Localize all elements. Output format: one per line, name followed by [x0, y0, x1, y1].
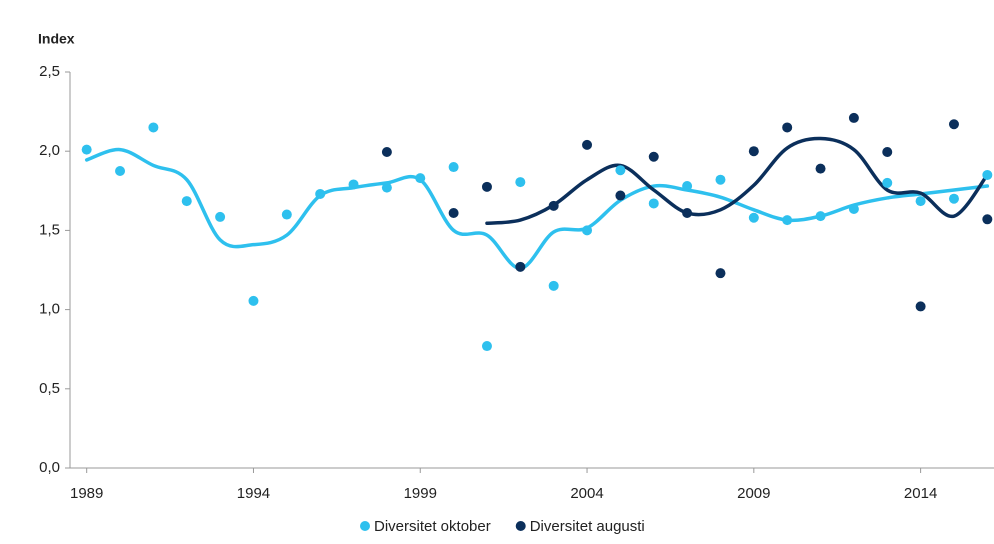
legend-marker	[515, 521, 526, 531]
data-point	[815, 163, 826, 174]
data-point	[515, 177, 526, 188]
data-point	[982, 214, 993, 225]
y-axis-title: Index	[38, 31, 75, 47]
data-point	[715, 268, 726, 279]
data-point	[481, 341, 492, 352]
data-point	[415, 173, 426, 184]
data-point	[248, 295, 259, 306]
data-point	[715, 174, 726, 185]
x-tick-label: 1994	[237, 485, 270, 502]
data-point	[948, 193, 959, 204]
legend-label: Diversitet oktober	[374, 518, 491, 535]
x-tick-label: 2009	[737, 485, 770, 502]
y-tick-label: 0,5	[39, 380, 60, 397]
legend-marker	[360, 521, 370, 531]
x-tick-label: 2004	[570, 485, 603, 502]
data-point	[782, 122, 793, 133]
data-point	[448, 162, 459, 173]
data-point	[548, 200, 559, 211]
y-tick-label: 2,0	[39, 142, 60, 159]
y-tick-label: 1,5	[39, 221, 60, 238]
data-point	[81, 144, 92, 155]
data-point	[848, 204, 859, 215]
data-point	[648, 198, 659, 209]
data-point	[582, 225, 593, 236]
data-point	[381, 146, 392, 157]
data-point	[181, 196, 192, 207]
data-point	[915, 196, 926, 207]
trend-line	[84, 147, 990, 271]
data-point	[148, 122, 159, 133]
data-point	[115, 166, 126, 176]
y-tick-label: 0,0	[39, 459, 60, 476]
data-point	[548, 280, 559, 291]
data-point	[982, 169, 993, 180]
data-point	[848, 112, 859, 123]
data-point	[682, 181, 693, 192]
legend-label: Diversitet augusti	[530, 518, 645, 535]
x-tick-label: 1989	[70, 485, 103, 502]
data-point	[582, 139, 593, 150]
trend-line	[485, 136, 990, 226]
data-point	[481, 181, 492, 192]
data-point	[882, 177, 893, 188]
data-point	[682, 207, 693, 218]
data-point	[648, 151, 659, 162]
data-point	[315, 188, 326, 199]
data-point	[448, 207, 459, 218]
y-tick-label: 2,5	[39, 63, 60, 80]
y-tick-label: 1,0	[39, 301, 60, 318]
data-point	[348, 179, 359, 190]
data-point	[615, 190, 626, 201]
data-point	[215, 211, 226, 222]
data-point	[948, 119, 959, 130]
x-tick-label: 1999	[404, 485, 437, 502]
data-point	[515, 261, 526, 272]
data-point	[782, 215, 793, 226]
data-point	[748, 146, 759, 157]
data-point	[281, 209, 292, 220]
x-tick-label: 2014	[904, 485, 937, 502]
data-point	[915, 301, 926, 312]
data-point	[815, 211, 826, 222]
data-point	[882, 146, 893, 157]
data-point	[748, 212, 759, 223]
data-point	[615, 165, 626, 176]
data-point	[381, 182, 392, 193]
